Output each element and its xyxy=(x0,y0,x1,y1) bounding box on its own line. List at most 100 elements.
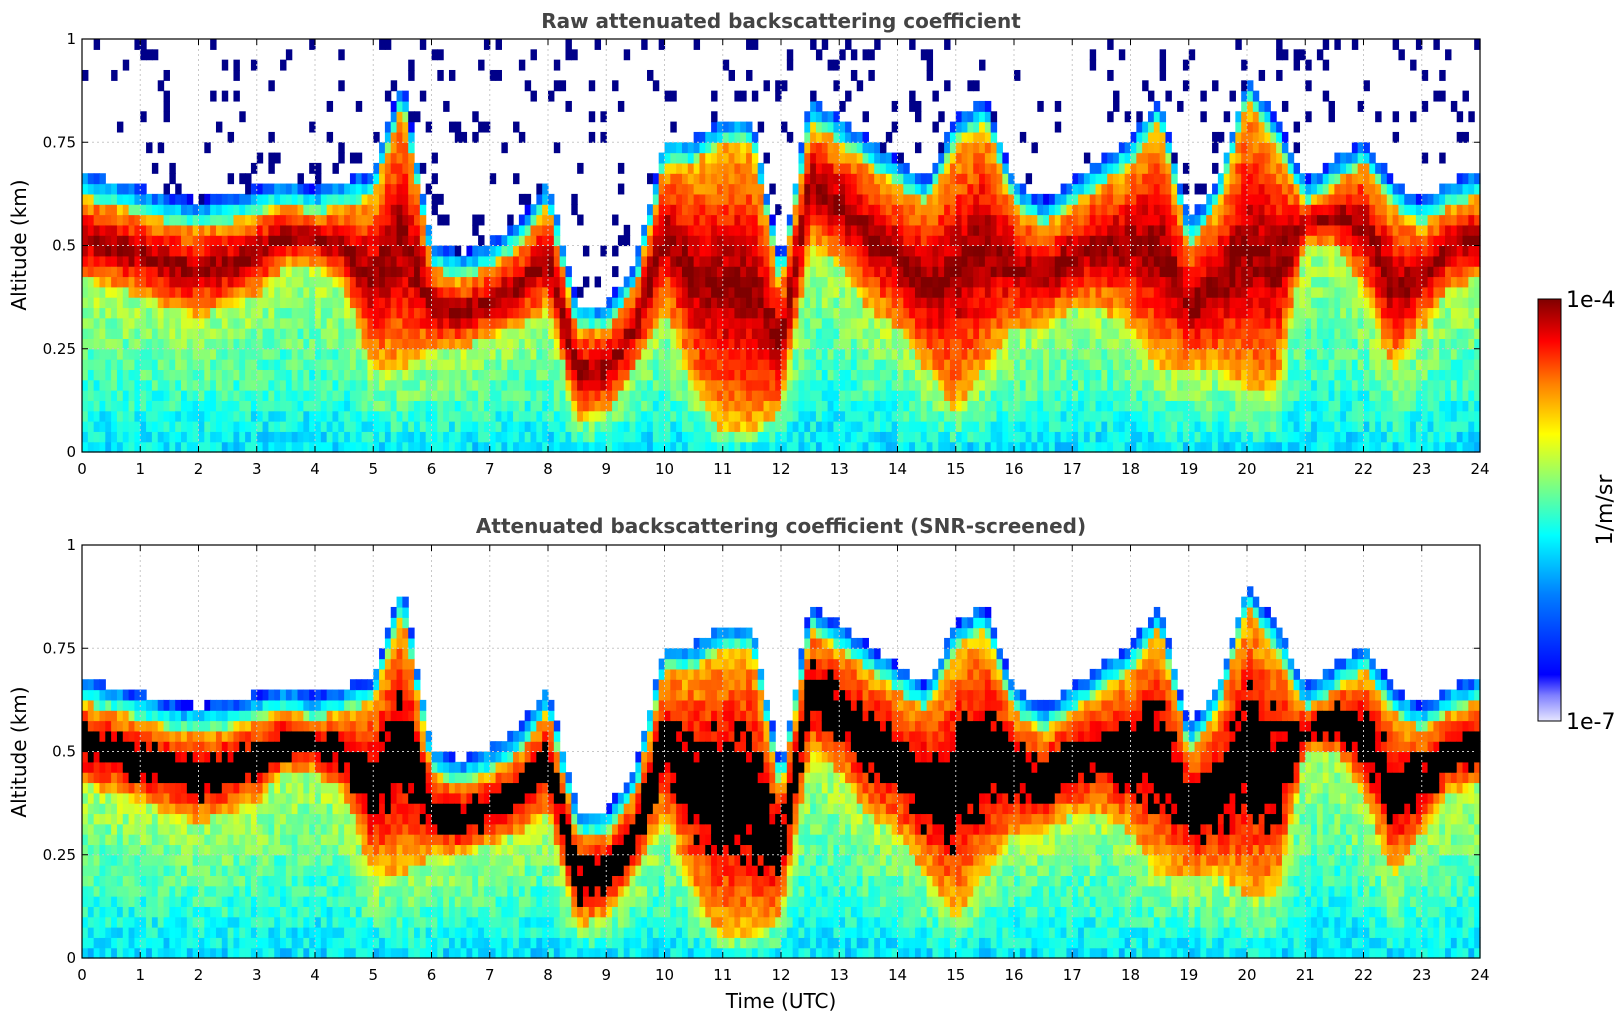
heatmap-cell xyxy=(1101,400,1108,412)
heatmap-cell xyxy=(885,131,893,143)
heatmap-cell xyxy=(274,183,281,195)
heatmap-cell xyxy=(845,348,852,360)
heatmap-cell xyxy=(478,410,485,422)
heatmap-cell xyxy=(285,276,293,288)
heatmap-cell xyxy=(250,317,258,329)
heatmap-cell xyxy=(1072,317,1079,329)
heatmap-cell xyxy=(448,307,456,319)
heatmap-cell xyxy=(862,297,869,309)
heatmap-cell xyxy=(460,307,468,319)
heatmap-cell xyxy=(1118,348,1126,360)
heatmap-cell xyxy=(262,245,269,257)
heatmap-cell xyxy=(349,369,357,381)
heatmap-cell xyxy=(769,224,776,236)
heatmap-cell xyxy=(647,224,654,236)
heatmap-cell xyxy=(839,297,846,309)
heatmap-cell xyxy=(210,410,217,422)
heatmap-cell xyxy=(868,173,875,185)
heatmap-cell xyxy=(384,255,392,267)
heatmap-cell xyxy=(291,328,299,340)
heatmap-cell xyxy=(670,400,677,412)
heatmap-cell xyxy=(868,400,875,412)
heatmap-cell xyxy=(722,390,730,401)
heatmap-cell xyxy=(419,379,427,391)
heatmap-cell xyxy=(798,235,805,247)
heatmap-cell xyxy=(786,317,794,329)
heatmap-cell xyxy=(641,39,648,50)
heatmap-cell xyxy=(990,328,998,340)
heatmap-cell xyxy=(757,421,765,432)
heatmap-cell xyxy=(355,441,363,453)
heatmap-cell xyxy=(332,193,339,205)
heatmap-cell xyxy=(693,152,701,164)
heatmap-cell xyxy=(384,266,392,278)
heatmap-cell xyxy=(315,162,322,174)
heatmap-cell xyxy=(850,390,858,401)
heatmap-cell xyxy=(1043,214,1050,226)
heatmap-cell xyxy=(303,266,310,278)
heatmap-cell xyxy=(227,286,235,298)
heatmap-cell xyxy=(757,173,765,185)
heatmap-cell xyxy=(606,410,613,422)
heatmap-cell xyxy=(1066,214,1073,226)
heatmap-cell xyxy=(495,410,502,422)
heatmap-cell xyxy=(157,80,165,92)
heatmap-cell xyxy=(746,431,753,443)
heatmap-cell xyxy=(815,111,823,123)
heatmap-cell xyxy=(641,359,648,370)
heatmap-cell xyxy=(839,245,846,257)
heatmap-cell xyxy=(856,369,864,381)
heatmap-cell xyxy=(320,338,328,350)
heatmap-cell xyxy=(221,276,229,288)
heatmap-cell xyxy=(932,245,939,257)
heatmap-cell xyxy=(239,297,246,309)
heatmap-cell xyxy=(157,307,165,319)
heatmap-cell xyxy=(693,297,701,309)
heatmap-cell xyxy=(617,338,625,350)
heatmap-cell xyxy=(186,235,194,247)
heatmap-cell xyxy=(973,121,980,133)
heatmap-cell xyxy=(116,224,124,236)
heatmap-cell xyxy=(676,193,683,205)
heatmap-cell xyxy=(635,276,642,288)
heatmap-cell xyxy=(973,173,980,185)
heatmap-cell xyxy=(542,266,549,278)
heatmap-cell xyxy=(454,266,462,278)
heatmap-cell xyxy=(874,441,881,453)
heatmap-cell xyxy=(751,359,759,370)
heatmap-cell xyxy=(105,379,112,391)
heatmap-cell xyxy=(926,348,934,360)
heatmap-cell xyxy=(815,317,823,329)
heatmap-cell xyxy=(245,297,252,309)
heatmap-cell xyxy=(309,183,316,195)
heatmap-cell xyxy=(699,183,706,195)
heatmap-cell xyxy=(111,286,118,298)
heatmap-cell xyxy=(862,359,869,370)
heatmap-cell xyxy=(827,204,835,216)
heatmap-cell xyxy=(437,441,444,453)
heatmap-cell xyxy=(553,348,561,360)
heatmap-cell xyxy=(903,421,910,432)
heatmap-cell xyxy=(617,410,625,422)
heatmap-cell xyxy=(116,214,124,226)
heatmap-cell xyxy=(559,297,567,309)
heatmap-cell xyxy=(513,286,520,298)
heatmap-cell xyxy=(734,245,741,257)
heatmap-cell xyxy=(443,410,450,422)
heatmap-cell xyxy=(1083,441,1091,453)
heatmap-cell xyxy=(1048,400,1056,412)
heatmap-cell xyxy=(151,245,159,257)
heatmap-cell xyxy=(1113,173,1120,185)
heatmap-cell xyxy=(431,286,438,298)
heatmap-cell xyxy=(309,328,316,340)
heatmap-cell xyxy=(763,214,770,226)
heatmap-cell xyxy=(926,266,934,278)
heatmap-cell xyxy=(1083,338,1091,350)
heatmap-cell xyxy=(961,235,968,247)
heatmap-cell xyxy=(1107,193,1114,205)
heatmap-cell xyxy=(850,49,858,61)
heatmap-cell xyxy=(967,328,974,340)
heatmap-cell xyxy=(1089,193,1097,205)
heatmap-cell xyxy=(489,307,497,319)
heatmap-cell xyxy=(163,204,170,216)
